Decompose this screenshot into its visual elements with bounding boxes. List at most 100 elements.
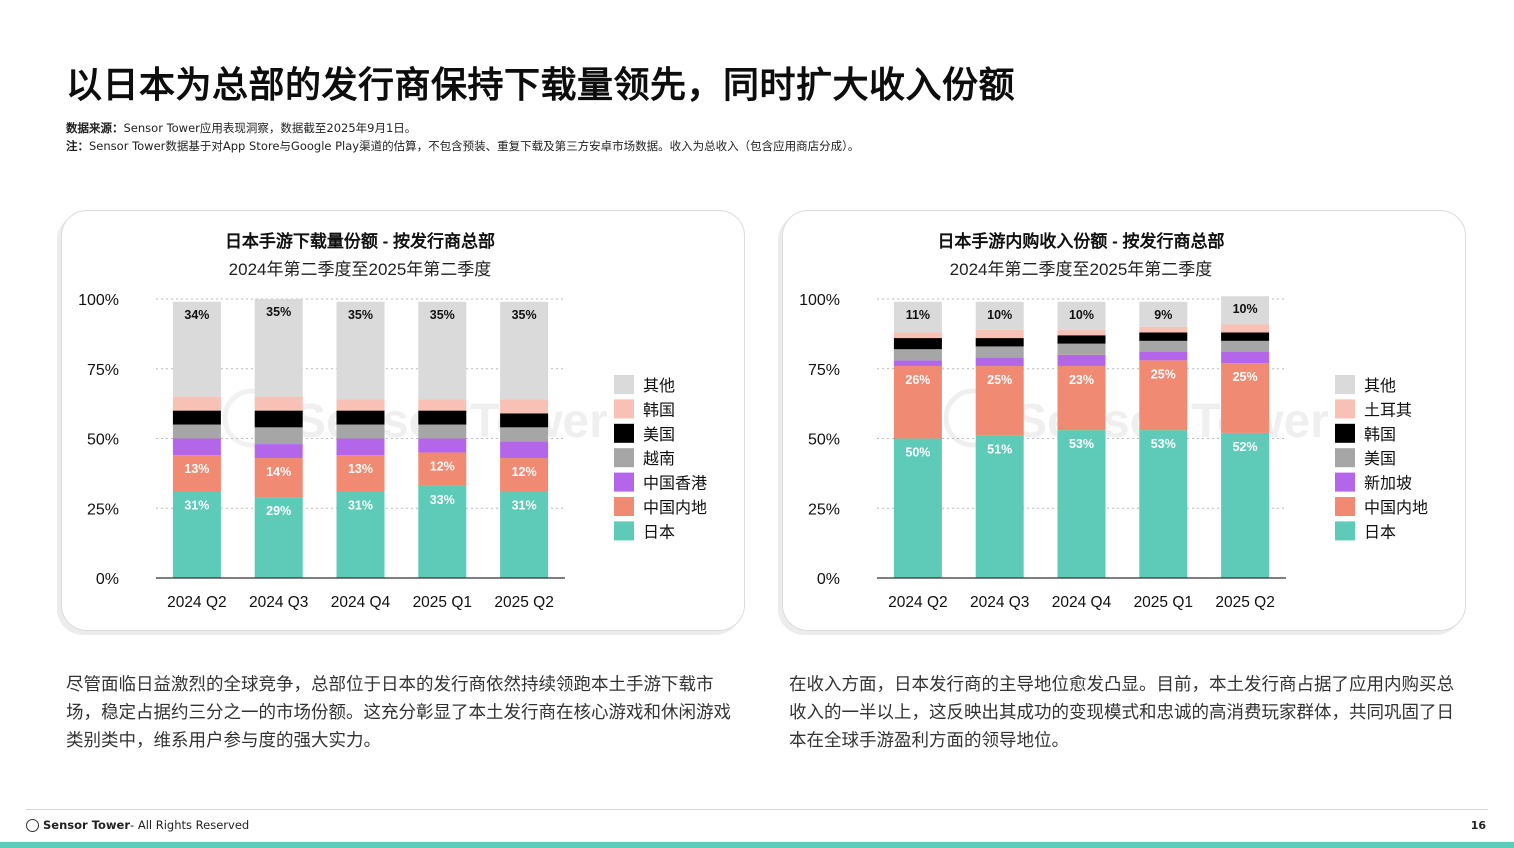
- sensor-tower-logo-icon: [26, 818, 39, 832]
- chart-subtitle: 2024年第二季度至2025年第二季度: [950, 260, 1213, 279]
- bar-segment: [1139, 430, 1188, 578]
- data-label: 11%: [906, 308, 930, 322]
- legend-label: 其他: [1364, 377, 1396, 395]
- bar-segment: [1057, 301, 1106, 330]
- page-number: 16: [1470, 819, 1486, 832]
- bar-segment: [975, 435, 1024, 578]
- chart-title: 日本手游下载量份额 - 按发行商总部: [225, 231, 495, 251]
- y-tick-label: 75%: [808, 362, 840, 379]
- bar-segment: [1057, 335, 1106, 344]
- bar-segment: [254, 299, 303, 397]
- bar-segment: [172, 410, 221, 425]
- x-tick-label: 2024 Q3: [970, 594, 1029, 611]
- data-label: 51%: [987, 443, 1012, 457]
- bar-segment: [418, 424, 467, 439]
- data-label: 35%: [512, 308, 537, 322]
- legend-label: 中国内地: [1364, 499, 1428, 517]
- downloads-chart: Sensor Tower日本手游下载量份额 - 按发行商总部2024年第二季度至…: [78, 231, 707, 611]
- footer-divider: [26, 809, 1488, 810]
- data-label: 26%: [905, 373, 930, 387]
- y-tick-label: 25%: [808, 501, 840, 518]
- bar-segment: [893, 349, 942, 361]
- bar-segment: [172, 455, 221, 492]
- legend-label: 美国: [1364, 450, 1396, 468]
- bar-segment: [893, 360, 942, 366]
- footnote: 注：Sensor Tower数据基于对App Store与Google Play…: [66, 138, 859, 154]
- bar-segment: [418, 301, 467, 400]
- revenue-commentary: 在收入方面，日本发行商的主导地位愈发凸显。目前，本土发行商占据了应用内购买总收入…: [789, 675, 1454, 751]
- data-label: 12%: [430, 459, 455, 473]
- data-label: 13%: [184, 462, 209, 476]
- bar-segment: [975, 329, 1024, 339]
- bar-segment: [172, 491, 221, 578]
- data-label: 12%: [512, 465, 537, 479]
- x-tick-label: 2024 Q4: [1052, 594, 1112, 611]
- x-tick-label: 2024 Q4: [331, 594, 391, 611]
- x-tick-label: 2024 Q2: [888, 594, 947, 611]
- bar-segment: [1139, 326, 1188, 333]
- bar-segment: [500, 413, 549, 428]
- data-label: 33%: [430, 493, 455, 507]
- data-label: 9%: [1154, 308, 1172, 322]
- data-label: 31%: [184, 499, 209, 513]
- bar-segment: [500, 301, 549, 400]
- legend-label: 韩国: [1364, 426, 1396, 444]
- bar-segment: [1139, 301, 1188, 327]
- data-label: 52%: [1233, 440, 1258, 454]
- x-tick-label: 2025 Q1: [1134, 594, 1193, 611]
- data-label: 34%: [184, 308, 209, 322]
- data-label: 10%: [987, 308, 1012, 322]
- bar-segment: [500, 427, 549, 442]
- x-tick-label: 2025 Q1: [413, 594, 472, 611]
- legend-swatch: [614, 399, 634, 419]
- bar-segment: [1139, 360, 1188, 431]
- bar-segment: [336, 410, 385, 425]
- bar-segment: [975, 357, 1024, 366]
- y-tick-label: 25%: [87, 501, 119, 518]
- legend-swatch: [1335, 497, 1355, 516]
- legend-label: 越南: [643, 450, 675, 468]
- legend-swatch: [614, 497, 634, 516]
- x-tick-label: 2025 Q2: [494, 594, 553, 611]
- note-text: Sensor Tower数据基于对App Store与Google Play渠道…: [89, 139, 860, 153]
- bar-segment: [254, 497, 303, 578]
- bar-segment: [336, 424, 385, 439]
- bar-segment: [1221, 352, 1270, 364]
- data-source-note: 数据来源：Sensor Tower应用表现洞察，数据截至2025年9月1日。: [66, 120, 416, 136]
- data-label: 10%: [1069, 308, 1094, 322]
- bar-segment: [975, 338, 1024, 347]
- bar-segment: [1221, 296, 1270, 325]
- legend-swatch: [1335, 399, 1355, 419]
- data-label: 53%: [1151, 437, 1176, 451]
- bar-segment: [893, 332, 942, 339]
- data-label: 14%: [266, 465, 291, 479]
- source-text: Sensor Tower应用表现洞察，数据截至2025年9月1日。: [123, 121, 417, 135]
- data-label: 25%: [1233, 370, 1258, 384]
- bar-segment: [336, 399, 385, 411]
- legend-label: 韩国: [643, 401, 675, 419]
- bar-segment: [500, 441, 549, 459]
- bar-segment: [893, 301, 942, 333]
- y-tick-label: 50%: [808, 432, 840, 449]
- bar-segment: [254, 427, 303, 445]
- bar-segment: [254, 444, 303, 459]
- bar-segment: [172, 301, 221, 397]
- data-label: 25%: [1151, 367, 1176, 381]
- data-label: 31%: [512, 499, 537, 513]
- bar-segment: [1221, 324, 1270, 333]
- x-tick-label: 2024 Q2: [167, 594, 226, 611]
- bar-segment: [975, 301, 1024, 330]
- footer-brand: Sensor Tower - All Rights Reserved: [26, 818, 249, 832]
- legend-swatch: [614, 472, 634, 492]
- page-title: 以日本为总部的发行商保持下载量领先，同时扩大收入份额: [66, 65, 1016, 106]
- bar-segment: [418, 399, 467, 411]
- data-label: 29%: [266, 504, 291, 518]
- bar-segment: [893, 338, 942, 350]
- bar-segment: [418, 438, 467, 453]
- bar-segment: [893, 365, 942, 439]
- bar-segment: [336, 491, 385, 578]
- bottom-accent-bar: [0, 842, 1514, 848]
- x-tick-label: 2025 Q2: [1215, 594, 1274, 611]
- bar-segment: [1057, 365, 1106, 431]
- legend-label: 新加坡: [1364, 475, 1412, 493]
